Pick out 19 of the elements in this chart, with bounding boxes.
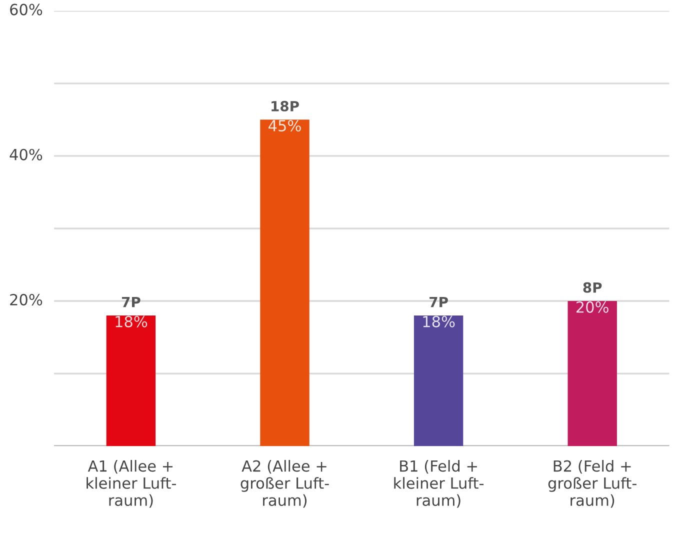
annotation: 7P bbox=[430, 296, 448, 308]
data-label: 45% bbox=[268, 120, 301, 132]
data-label: 20% bbox=[576, 301, 608, 313]
data-label: 18% bbox=[116, 316, 148, 328]
annotation: 7P bbox=[122, 296, 140, 308]
y-tick-label: 60% bbox=[10, 4, 42, 16]
annotation: 8P bbox=[583, 282, 602, 293]
bar bbox=[106, 316, 156, 446]
x-tick-label: B1 (Feld + kleiner Luft- raum) bbox=[394, 460, 484, 508]
bar bbox=[260, 120, 310, 446]
y-tick-label: 40% bbox=[10, 148, 42, 160]
x-tick-label: A2 (Allee + großer Luft- raum) bbox=[240, 460, 329, 508]
bar bbox=[414, 316, 464, 446]
data-label: 18% bbox=[423, 316, 455, 328]
x-tick-label: B2 (Feld + großer Luft- raum) bbox=[548, 460, 636, 508]
y-tick-label: 20% bbox=[10, 294, 42, 306]
annotation: 18P bbox=[272, 100, 299, 112]
bar bbox=[568, 301, 617, 446]
x-tick-label: A1 (Allee + kleiner Luft- raum) bbox=[86, 460, 176, 508]
